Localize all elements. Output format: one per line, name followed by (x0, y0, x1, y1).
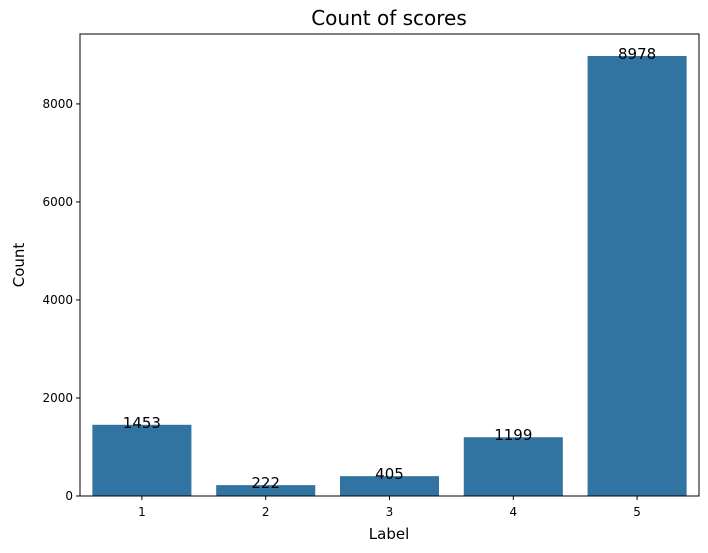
y-tick-label-0: 0 (65, 489, 73, 503)
bar-3 (339, 476, 440, 496)
chart-title: Count of scores (311, 6, 467, 30)
bar-4 (463, 437, 563, 496)
data-label-3: 405 (375, 465, 404, 483)
x-tick-label-1: 1 (138, 505, 146, 519)
y-tick-label-2000: 2000 (42, 391, 73, 405)
x-tick-label-2: 2 (262, 505, 270, 519)
x-tick-label-4: 4 (509, 505, 517, 519)
data-label-5: 8978 (618, 45, 656, 63)
bar-1 (92, 424, 192, 496)
bar-5 (587, 56, 687, 496)
bar-2 (216, 485, 316, 496)
plot-frame (79, 33, 700, 497)
x-tick-label-5: 5 (633, 505, 641, 519)
data-label-2: 222 (251, 474, 280, 492)
y-axis-label: Count (10, 243, 28, 288)
data-labels-layer: 1453 222 405 1199 8978 (123, 45, 656, 492)
bars-layer (92, 56, 687, 496)
data-label-1: 1453 (123, 414, 161, 432)
x-tick-label-3: 3 (386, 505, 394, 519)
y-tick-label-8000: 8000 (42, 97, 73, 111)
data-label-4: 1199 (494, 426, 532, 444)
ticks-layer: 1 2 3 4 5 0 2000 4000 6000 8000 (42, 97, 640, 519)
y-tick-label-4000: 4000 (42, 293, 73, 307)
y-tick-label-6000: 6000 (42, 195, 73, 209)
x-axis-label: Label (369, 525, 409, 543)
